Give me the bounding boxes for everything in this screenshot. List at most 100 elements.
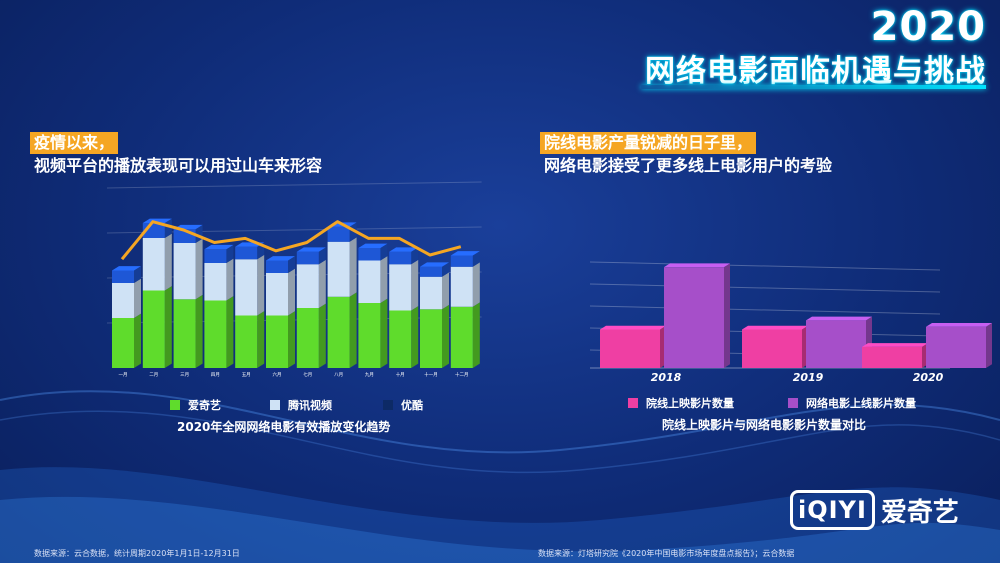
bar-side xyxy=(134,313,141,368)
bar-segment xyxy=(142,290,165,368)
bar-segment xyxy=(235,315,258,368)
gridline xyxy=(589,305,941,315)
bar-segment xyxy=(296,251,319,265)
legend-swatch-cinema xyxy=(628,398,638,408)
bar-side xyxy=(226,244,234,263)
legend-label-online: 网络电影上线影片数量 xyxy=(806,397,916,410)
bar-segment xyxy=(420,276,442,310)
bar-side xyxy=(442,304,449,368)
bar-segment xyxy=(420,309,442,368)
x-tick-label: 六月 xyxy=(273,371,282,378)
legend-item-tencent: 腾讯视频 xyxy=(270,397,332,413)
legend-label-cinema: 院线上映影片数量 xyxy=(646,397,734,410)
bar-side xyxy=(226,296,234,368)
bar-segment xyxy=(266,273,288,316)
bar xyxy=(742,329,802,368)
bar-segment xyxy=(389,310,412,368)
bar-top xyxy=(806,316,872,321)
gridline xyxy=(106,181,482,189)
bar-segment xyxy=(173,243,196,300)
bar-side xyxy=(164,218,172,238)
trend-line xyxy=(120,220,462,261)
bar-top xyxy=(600,325,666,330)
x-tick-label: 四月 xyxy=(211,372,220,378)
bar-segment xyxy=(235,246,258,260)
bar-side xyxy=(226,258,234,301)
header-year: 2020 xyxy=(870,4,986,50)
bar-side xyxy=(349,292,357,368)
left-chart-caption: 2020年全网网络电影有效播放变化趋势 xyxy=(177,420,391,434)
bar-segment xyxy=(450,306,473,368)
x-tick-label: 二月 xyxy=(149,372,158,378)
bar-side xyxy=(442,262,449,277)
bar-top xyxy=(389,247,419,252)
bar-top xyxy=(742,325,808,330)
x-tick-label: 2019 xyxy=(793,371,824,384)
bar-segment xyxy=(296,308,319,368)
bar-segment xyxy=(204,263,227,301)
x-tick-label: 七月 xyxy=(303,371,312,378)
bar-side xyxy=(411,259,419,311)
legend-label-aiqiyi: 爱奇艺 xyxy=(188,399,221,412)
bar-top xyxy=(664,263,730,268)
bar-top xyxy=(926,323,992,327)
bar-segment xyxy=(204,300,227,368)
bar-segment xyxy=(204,249,227,263)
legend-swatch-tencent xyxy=(270,400,280,410)
bar-side xyxy=(442,272,449,310)
bar-side xyxy=(318,303,326,368)
logo-text: 爱奇艺 xyxy=(880,497,959,528)
bar-segment xyxy=(327,241,350,297)
left-highlight: 疫情以来， xyxy=(30,132,119,154)
bar-side xyxy=(257,311,265,368)
legend-swatch-youku xyxy=(383,400,393,410)
bar-side xyxy=(349,237,357,297)
iqiyi-logo: iQIYI 爱奇艺 xyxy=(790,490,959,530)
bar-side xyxy=(411,247,419,265)
bar xyxy=(600,329,660,368)
bar-top xyxy=(358,243,388,248)
left-subtitle: 视频平台的播放表现可以用过山车来形容 xyxy=(34,156,323,175)
right-source: 数据来源：灯塔研究院《2020年中国电影市场年度盘点报告》；云合数据 xyxy=(538,549,795,558)
bar-segment xyxy=(450,255,473,267)
gridline xyxy=(589,261,941,271)
bar-segment xyxy=(173,299,196,368)
bar-top xyxy=(420,262,449,267)
bar-side xyxy=(318,247,326,265)
right-subtitle: 网络电影接受了更多线上电影用户的考验 xyxy=(544,156,833,175)
legend-swatch-online xyxy=(788,398,798,408)
x-tick-label: 三月 xyxy=(180,372,189,378)
right-chart-caption: 院线上映影片与网络电影影片数量对比 xyxy=(662,418,867,432)
bar-top xyxy=(862,343,928,347)
legend-item-cinema: 院线上映影片数量 xyxy=(628,395,734,411)
bar xyxy=(806,320,866,368)
bar-segment xyxy=(112,270,134,283)
legend-item-online: 网络电影上线影片数量 xyxy=(788,395,916,411)
bar-segment xyxy=(296,264,319,308)
x-tick-label: 2018 xyxy=(651,371,682,384)
bar xyxy=(926,326,986,368)
bar-side xyxy=(986,323,992,368)
bar-top xyxy=(296,247,326,252)
bar-side xyxy=(288,268,295,316)
bar-segment xyxy=(327,226,350,242)
bar-top xyxy=(112,266,141,271)
bar-side xyxy=(134,266,141,283)
bar-segment xyxy=(358,248,381,261)
legend-label-tencent: 腾讯视频 xyxy=(288,399,332,412)
title-underline xyxy=(641,85,986,89)
bar-side xyxy=(288,311,295,368)
bar-segment xyxy=(420,266,442,277)
bar-segment xyxy=(142,238,165,291)
bar-segment xyxy=(266,315,288,368)
x-tick-label: 九月 xyxy=(365,371,374,378)
bar-segment xyxy=(450,266,473,307)
bar-side xyxy=(724,263,730,368)
x-tick-label: 五月 xyxy=(242,372,251,378)
right-highlight: 院线电影产量锐减的日子里， xyxy=(540,132,757,154)
bar-side xyxy=(380,243,388,261)
x-tick-label: 一月 xyxy=(119,372,128,378)
bar-segment xyxy=(112,318,134,368)
